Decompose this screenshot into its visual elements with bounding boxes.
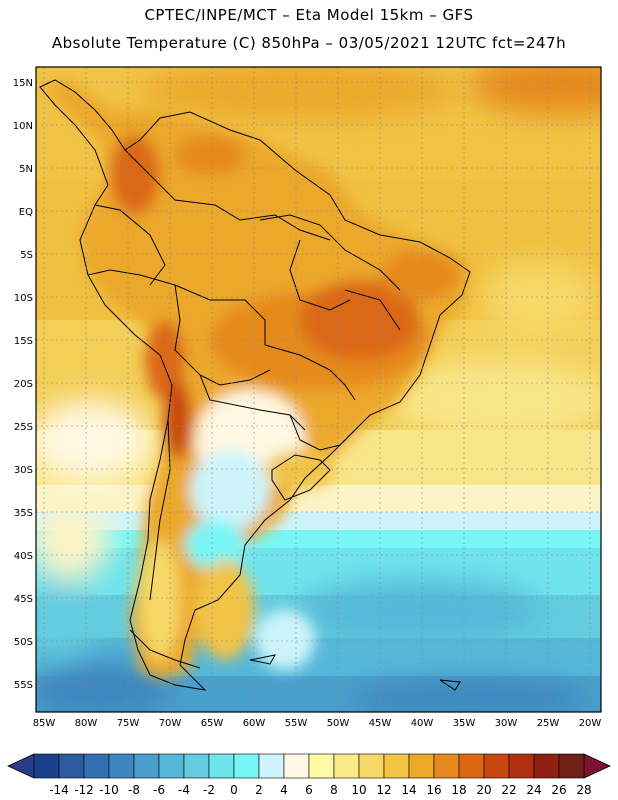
colorbar-label: 24 [526, 783, 541, 797]
lon-tick-label: 50W [327, 718, 350, 729]
colorbar-over-arrow [583, 753, 611, 779]
colorbar-cell [358, 753, 385, 779]
lat-tick-label: 15N [13, 78, 33, 89]
colorbar-label: -8 [128, 783, 140, 797]
lat-tick-label: 50S [14, 637, 33, 648]
colorbar-label: 12 [376, 783, 391, 797]
lat-tick-label: 45S [14, 594, 33, 605]
colorbar-label: 26 [551, 783, 566, 797]
colorbar-cell [408, 753, 435, 779]
colorbar-cell [308, 753, 335, 779]
lat-tick-label: 40S [14, 551, 33, 562]
colorbar-label: 28 [576, 783, 591, 797]
lon-tick-label: 75W [117, 718, 140, 729]
colorbar-cell [333, 753, 360, 779]
colorbar-cell [433, 753, 460, 779]
lat-tick-label: 10S [14, 293, 33, 304]
colorbar-cell [533, 753, 560, 779]
colorbar-cell [233, 753, 260, 779]
map-title-line2: Absolute Temperature (C) 850hPa – 03/05/… [51, 34, 567, 52]
colorbar-label: 8 [330, 783, 338, 797]
lat-tick-label: 5N [19, 164, 33, 175]
lat-tick-label: 30S [14, 465, 33, 476]
lat-tick-label: EQ [19, 207, 33, 218]
colorbar-label: 6 [305, 783, 313, 797]
lon-tick-label: 40W [411, 718, 434, 729]
lon-tick-label: 85W [33, 718, 56, 729]
colorbar-cell [158, 753, 185, 779]
colorbar-label: 16 [426, 783, 441, 797]
colorbar-cell [508, 753, 535, 779]
lat-tick-label: 10N [13, 121, 33, 132]
temperature-field [36, 67, 601, 712]
colorbar-label: 0 [230, 783, 238, 797]
map-title-line1: CPTEC/INPE/MCT – Eta Model 15km – GFS [144, 6, 474, 24]
colorbar-label: -4 [178, 783, 190, 797]
colorbar-cell [108, 753, 135, 779]
colorbar-label: 20 [476, 783, 491, 797]
colorbar-label: 22 [501, 783, 516, 797]
lat-tick-label: 55S [14, 680, 33, 691]
lon-tick-label: 80W [75, 718, 98, 729]
lat-tick-label: 25S [14, 422, 33, 433]
colorbar-cell [83, 753, 110, 779]
colorbar-label: 4 [280, 783, 288, 797]
longitude-axis: 85W 80W 75W 70W 65W 60W 55W 50W 45W 40W … [33, 718, 602, 729]
colorbar-cell [33, 753, 60, 779]
colorbar-label: -2 [203, 783, 215, 797]
lat-tick-label: 35S [14, 508, 33, 519]
lon-tick-label: 25W [537, 718, 560, 729]
colorbar-cell [458, 753, 485, 779]
colorbar-cell [133, 753, 160, 779]
lon-tick-label: 30W [495, 718, 518, 729]
colorbar-cell [283, 753, 310, 779]
lon-tick-label: 45W [369, 718, 392, 729]
lon-tick-label: 70W [159, 718, 182, 729]
colorbar-under-arrow [7, 753, 35, 779]
colorbar: -14 -12 -10 -8 -6 -4 -2 0 2 4 6 8 10 12 14 16 18 20 22 24 26… [7, 753, 611, 797]
colorbar-cell [208, 753, 235, 779]
colorbar-cell [383, 753, 410, 779]
colorbar-cell [58, 753, 85, 779]
graticule [36, 67, 601, 712]
colorbar-label: 2 [255, 783, 263, 797]
lon-tick-label: 35W [453, 718, 476, 729]
coastlines [39, 79, 471, 691]
colorbar-cell [258, 753, 285, 779]
lon-tick-label: 55W [285, 718, 308, 729]
colorbar-label: -12 [74, 783, 94, 797]
lon-tick-label: 60W [243, 718, 266, 729]
colorbar-cell [183, 753, 210, 779]
colorbar-label: -14 [49, 783, 69, 797]
colorbar-cell [558, 753, 585, 779]
map-frame [35, 66, 602, 713]
lon-tick-label: 20W [579, 718, 602, 729]
colorbar-label: 18 [451, 783, 466, 797]
lat-tick-label: 15S [14, 336, 33, 347]
colorbar-cell [483, 753, 510, 779]
lat-tick-label: 20S [14, 379, 33, 390]
lat-tick-label: 5S [20, 250, 33, 261]
lon-tick-label: 65W [201, 718, 224, 729]
colorbar-label: 10 [351, 783, 366, 797]
colorbar-label: -10 [99, 783, 119, 797]
colorbar-label: 14 [401, 783, 416, 797]
latitude-axis: 15N 10N 5N EQ 5S 10S 15S 20S 25S 30S 35S… [13, 78, 33, 691]
colorbar-label: -6 [153, 783, 165, 797]
